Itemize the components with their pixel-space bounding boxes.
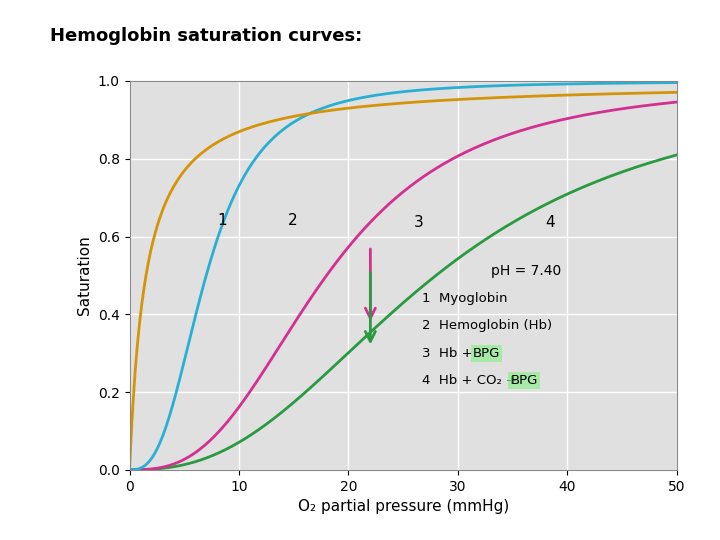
X-axis label: O₂ partial pressure (mmHg): O₂ partial pressure (mmHg) bbox=[297, 499, 509, 514]
Text: BPG: BPG bbox=[510, 374, 538, 387]
Text: 1: 1 bbox=[217, 213, 227, 228]
Text: 3: 3 bbox=[414, 215, 424, 230]
Y-axis label: Saturation: Saturation bbox=[77, 235, 92, 315]
Text: Hemoglobin saturation curves:: Hemoglobin saturation curves: bbox=[50, 27, 363, 45]
Text: 4  Hb + CO₂ +: 4 Hb + CO₂ + bbox=[423, 374, 522, 387]
Text: 2  Hemoglobin (Hb): 2 Hemoglobin (Hb) bbox=[423, 320, 552, 333]
Text: 3  Hb +: 3 Hb + bbox=[423, 347, 477, 360]
Text: BPG: BPG bbox=[473, 347, 500, 360]
Text: 4: 4 bbox=[546, 215, 555, 230]
Text: 2: 2 bbox=[288, 213, 298, 228]
Text: pH = 7.40: pH = 7.40 bbox=[491, 265, 561, 279]
Text: 1  Myoglobin: 1 Myoglobin bbox=[423, 292, 508, 305]
